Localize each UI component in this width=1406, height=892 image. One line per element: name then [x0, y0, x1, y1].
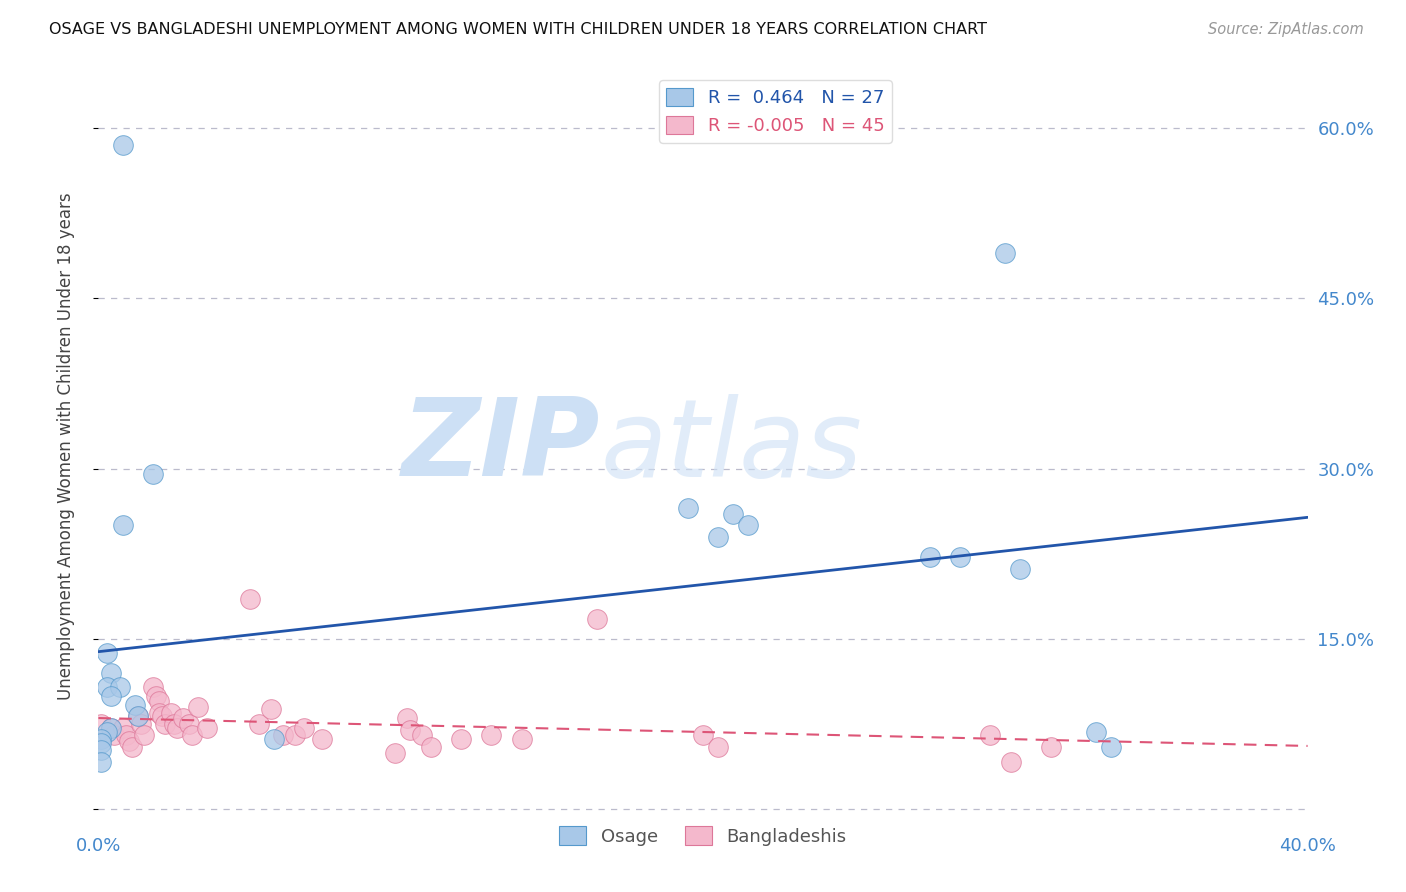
- Point: [384, 746, 406, 760]
- Point: [398, 723, 420, 737]
- Point: [271, 729, 294, 743]
- Point: [586, 611, 609, 625]
- Point: [284, 729, 307, 743]
- Point: [979, 729, 1001, 743]
- Point: [108, 680, 131, 694]
- Point: [411, 729, 433, 743]
- Point: [737, 518, 759, 533]
- Point: [994, 246, 1017, 260]
- Point: [127, 709, 149, 723]
- Point: [260, 702, 283, 716]
- Point: [1099, 739, 1122, 754]
- Point: [100, 721, 122, 735]
- Point: [145, 689, 167, 703]
- Point: [132, 729, 155, 743]
- Point: [292, 721, 315, 735]
- Point: [723, 507, 745, 521]
- Point: [103, 729, 125, 743]
- Point: [1085, 725, 1108, 739]
- Point: [96, 646, 118, 660]
- Point: [181, 729, 204, 743]
- Point: [510, 731, 533, 746]
- Point: [166, 721, 188, 735]
- Point: [195, 721, 218, 735]
- Point: [100, 689, 122, 703]
- Point: [96, 725, 118, 739]
- Point: [311, 731, 333, 746]
- Point: [142, 680, 165, 694]
- Legend: Osage, Bangladeshis: Osage, Bangladeshis: [553, 819, 853, 853]
- Point: [187, 700, 209, 714]
- Point: [127, 709, 149, 723]
- Point: [707, 739, 730, 754]
- Point: [100, 721, 122, 735]
- Point: [153, 717, 176, 731]
- Point: [148, 706, 170, 720]
- Point: [163, 717, 186, 731]
- Text: Source: ZipAtlas.com: Source: ZipAtlas.com: [1208, 22, 1364, 37]
- Point: [1010, 561, 1032, 575]
- Point: [90, 717, 112, 731]
- Point: [1000, 755, 1022, 769]
- Point: [111, 721, 134, 735]
- Point: [239, 592, 262, 607]
- Point: [111, 138, 134, 153]
- Text: OSAGE VS BANGLADESHI UNEMPLOYMENT AMONG WOMEN WITH CHILDREN UNDER 18 YEARS CORRE: OSAGE VS BANGLADESHI UNEMPLOYMENT AMONG …: [49, 22, 987, 37]
- Point: [129, 717, 152, 731]
- Point: [692, 729, 714, 743]
- Point: [160, 706, 183, 720]
- Point: [148, 694, 170, 708]
- Point: [949, 550, 972, 565]
- Y-axis label: Unemployment Among Women with Children Under 18 years: Unemployment Among Women with Children U…: [56, 192, 75, 700]
- Point: [150, 709, 173, 723]
- Point: [90, 755, 112, 769]
- Point: [100, 666, 122, 681]
- Point: [179, 717, 201, 731]
- Point: [450, 731, 472, 746]
- Point: [481, 729, 503, 743]
- Point: [263, 731, 285, 746]
- Point: [118, 734, 141, 748]
- Point: [420, 739, 443, 754]
- Point: [90, 736, 112, 750]
- Point: [96, 680, 118, 694]
- Point: [114, 729, 136, 743]
- Point: [395, 711, 418, 725]
- Text: atlas: atlas: [600, 393, 862, 499]
- Point: [124, 698, 146, 712]
- Point: [90, 731, 112, 746]
- Text: ZIP: ZIP: [402, 393, 600, 499]
- Point: [676, 501, 699, 516]
- Point: [90, 743, 112, 757]
- Point: [707, 530, 730, 544]
- Point: [247, 717, 270, 731]
- Point: [918, 550, 941, 565]
- Point: [121, 739, 143, 754]
- Point: [1039, 739, 1062, 754]
- Point: [111, 518, 134, 533]
- Point: [142, 467, 165, 482]
- Point: [172, 711, 194, 725]
